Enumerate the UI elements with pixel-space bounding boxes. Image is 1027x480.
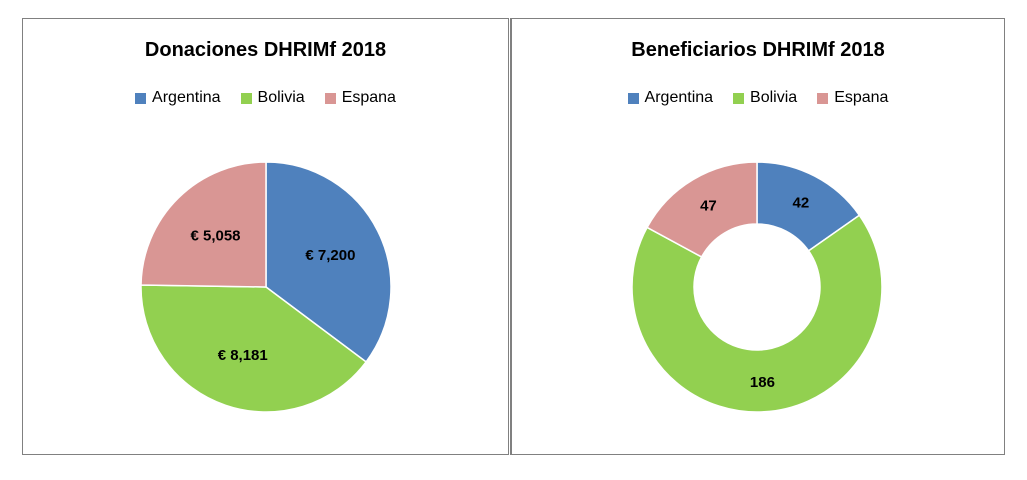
legend-swatch-argentina (135, 92, 147, 104)
data-label-bolivia: € 8,181 (218, 347, 268, 364)
beneficiarios-chart-panel: Beneficiarios DHRIMf 2018 Argentina Boli… (510, 18, 1005, 455)
pie-slice-argentina (265, 161, 392, 363)
legend-label: Argentina (644, 89, 714, 106)
legend-swatch-espana (324, 92, 336, 104)
legend-label: Espana (341, 89, 396, 106)
legend-item-espana: Espana (817, 89, 888, 107)
pie-slice-bolivia (140, 284, 368, 413)
pie-slice-bolivia (631, 214, 883, 413)
legend-label: Argentina (152, 89, 221, 106)
legend-swatch-espana (817, 92, 829, 104)
legend-swatch-argentina (627, 92, 639, 104)
legend: Argentina Bolivia Espana (512, 89, 1004, 107)
data-label-argentina: 42 (793, 195, 810, 212)
legend-item-bolivia: Bolivia (240, 89, 305, 107)
chart-title: Beneficiarios DHRIMf 2018 (631, 39, 885, 61)
data-label-argentina: € 7,200 (305, 247, 355, 264)
data-label-espana: 47 (700, 197, 717, 214)
pie-slice-espana (140, 161, 267, 288)
chart-title: Donaciones DHRIMf 2018 (144, 39, 387, 61)
legend-label: Bolivia (750, 89, 798, 106)
data-label-bolivia: 186 (750, 374, 775, 391)
donut-chart: 42 186 47 (631, 161, 883, 413)
pie-chart: € 7,200 € 8,181 € 5,058 (140, 161, 392, 413)
legend-swatch-bolivia (733, 92, 745, 104)
legend-item-espana: Espana (324, 89, 396, 107)
legend-swatch-bolivia (240, 92, 252, 104)
legend-item-bolivia: Bolivia (733, 89, 797, 107)
legend: Argentina Bolivia Espana (23, 89, 508, 107)
legend-item-argentina: Argentina (135, 89, 221, 107)
legend-label: Espana (834, 89, 889, 106)
data-label-espana: € 5,058 (190, 228, 240, 245)
legend-label: Bolivia (257, 89, 305, 106)
donaciones-chart-panel: Donaciones DHRIMf 2018 Argentina Bolivia… (22, 18, 509, 455)
pie-slice-espana (646, 161, 758, 258)
legend-item-argentina: Argentina (627, 89, 714, 107)
